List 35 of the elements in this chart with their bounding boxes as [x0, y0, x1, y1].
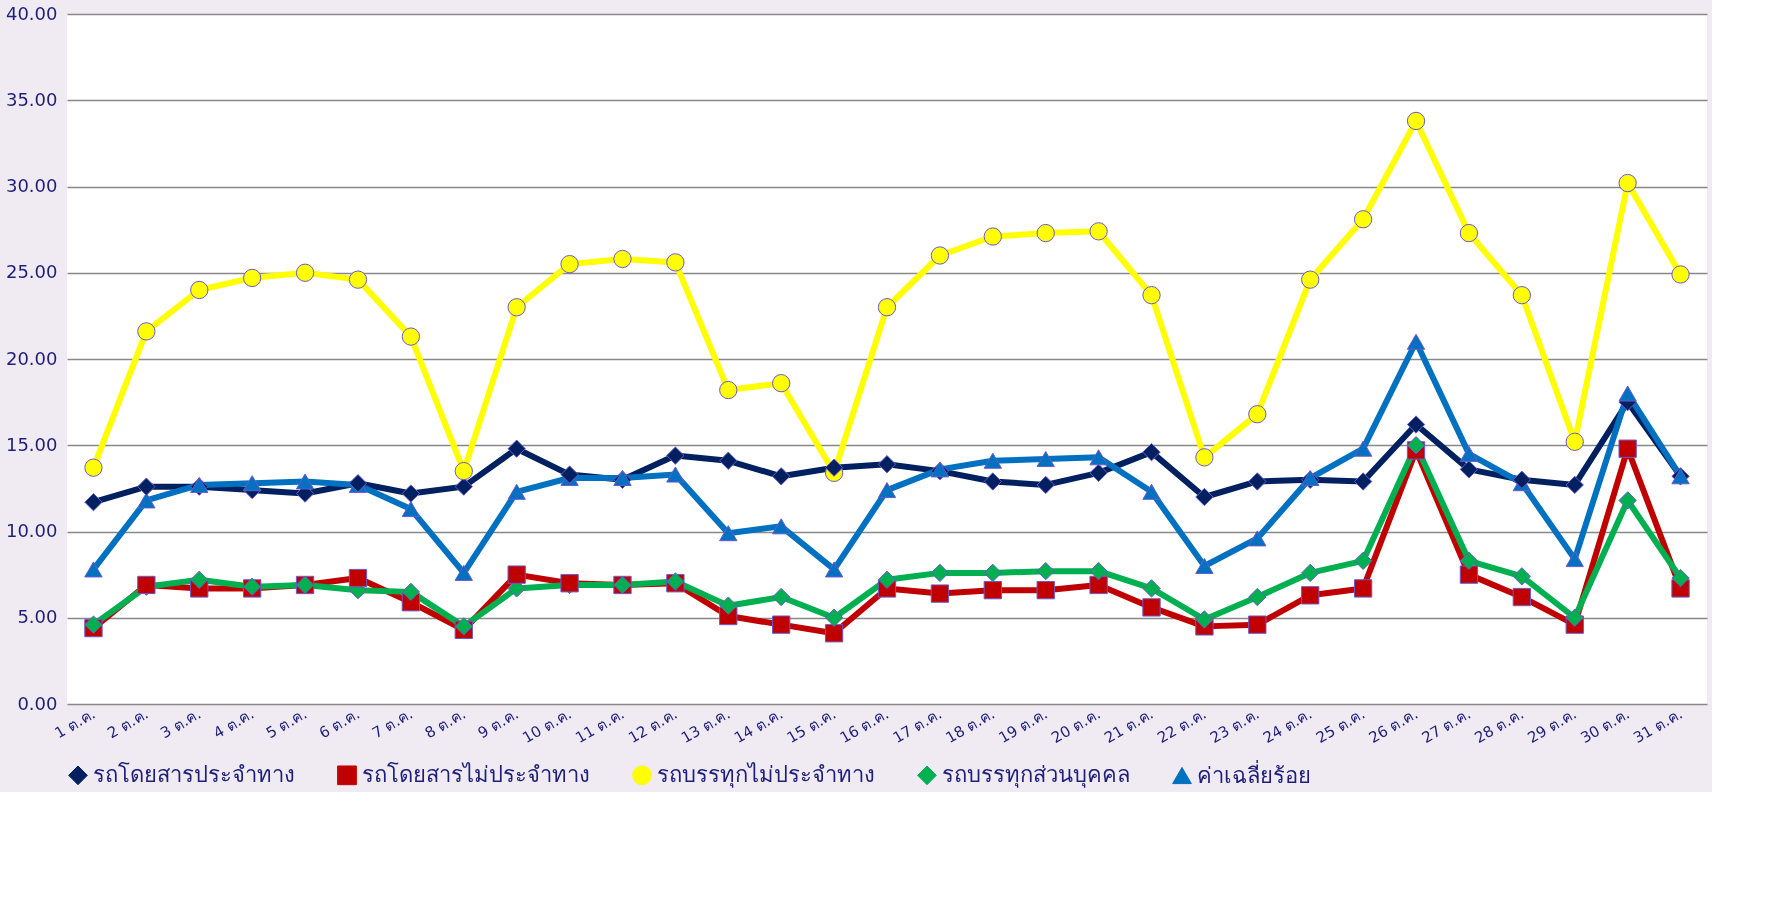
x-tick-label: 22 ต.ค.	[1154, 704, 1210, 747]
y-tick-label: 35.00	[5, 88, 58, 110]
legend-label: รถบรรทุกส่วนบุคคล	[942, 762, 1130, 789]
x-tick-label: 28 ต.ค.	[1471, 704, 1527, 747]
x-tick-label: 2 ต.ค.	[104, 704, 152, 743]
x-tick-label: 11 ต.ค.	[572, 704, 628, 747]
y-tick-label: 15.00	[5, 433, 58, 455]
x-tick-label: 9 ต.ค.	[474, 704, 522, 743]
x-tick-label: 19 ต.ค.	[995, 704, 1051, 747]
y-tick-label: 10.00	[5, 520, 58, 541]
x-tick-label: 8 ต.ค.	[421, 704, 469, 743]
y-tick-label: 40.00	[5, 2, 58, 24]
x-tick-label: 21 ต.ค.	[1101, 704, 1157, 747]
x-tick-label: 3 ต.ค.	[157, 704, 205, 743]
x-tick-label: 6 ต.ค.	[315, 704, 363, 743]
x-tick-label: 20 ต.ค.	[1048, 704, 1104, 747]
x-tick-label: 17 ต.ค.	[889, 704, 945, 747]
legend-label: รถโดยสารไม่ประจำทาง	[362, 762, 590, 788]
y-tick-label: 0.00	[17, 692, 58, 714]
x-tick-label: 18 ต.ค.	[942, 704, 998, 747]
y-tick-label: 30.00	[5, 175, 58, 196]
x-tick-label: 4 ต.ค.	[210, 704, 258, 743]
y-tick-label: 5.00	[17, 606, 58, 628]
y-tick-label: 20.00	[5, 347, 58, 369]
x-tick-label: 7 ต.ค.	[368, 704, 416, 743]
x-tick-label: 5 ต.ค.	[263, 704, 311, 743]
x-tick-label: 31 ต.ค.	[1630, 704, 1686, 747]
legend-label: ค่าเฉลี่ยร้อย	[1197, 759, 1311, 788]
legend-label: รถบรรทุกไม่ประจำทาง	[657, 762, 875, 789]
legend-label: รถโดยสารประจำทาง	[93, 762, 295, 788]
x-tick-label: 10 ต.ค.	[519, 704, 575, 747]
x-tick-label: 30 ต.ค.	[1577, 704, 1633, 747]
x-tick-label: 29 ต.ค.	[1524, 704, 1580, 747]
y-tick-label: 25.00	[5, 261, 58, 283]
x-tick-label: 12 ต.ค.	[625, 704, 681, 747]
